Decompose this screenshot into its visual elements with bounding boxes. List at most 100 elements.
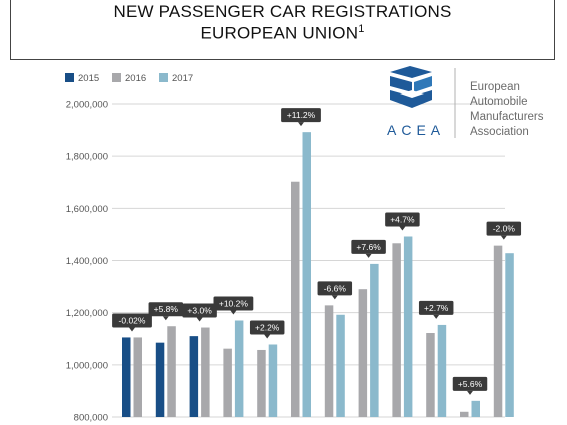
- acea-cube-logo-icon: [390, 66, 456, 138]
- data-label-pointer: [230, 310, 237, 315]
- data-label-pointer: [298, 122, 304, 127]
- bar-2015: [189, 336, 199, 417]
- data-label: +2.7%: [418, 300, 454, 319]
- footnote-mark: 1: [358, 23, 365, 35]
- y-tick-label: 1,600,000: [66, 204, 108, 215]
- data-label-pointer: [129, 327, 135, 332]
- data-label: +5.6%: [452, 376, 488, 395]
- data-label-box: [213, 296, 254, 311]
- bar-2016: [201, 327, 210, 417]
- data-label-pointer: [162, 316, 169, 321]
- data-label-box: [148, 302, 184, 317]
- data-label-text: +7.6%: [356, 242, 381, 252]
- bar-2016: [426, 333, 435, 417]
- acea-name: European Automobile Manufacturers Associ…: [470, 80, 544, 140]
- bar-2017: [370, 263, 379, 417]
- data-label-box: [317, 281, 353, 296]
- data-label-box: [182, 303, 217, 318]
- bar-2016: [493, 245, 503, 417]
- data-label: -6.6%: [317, 281, 353, 300]
- data-label-text: +2.2%: [255, 322, 280, 332]
- data-label-pointer: [500, 235, 507, 240]
- chart-title-box: NEW PASSENGER CAR REGISTRATIONS EUROPEAN…: [10, 0, 555, 60]
- legend-label-2015: 2015: [78, 73, 99, 84]
- data-label-text: +5.6%: [458, 379, 483, 389]
- bar-2017: [471, 400, 480, 417]
- data-label-box: [281, 108, 321, 123]
- bars-layer: [122, 132, 514, 418]
- data-label: +4.7%: [385, 212, 420, 231]
- acea-name-line-2: Automobile: [470, 96, 528, 108]
- data-label-text: +10.2%: [219, 298, 249, 308]
- data-label-box: [351, 239, 386, 254]
- data-label-box: [112, 313, 152, 328]
- chart-title-line-2: EUROPEAN UNION1: [11, 23, 554, 44]
- acea-acronym: ACEA: [387, 122, 446, 138]
- bar-2016: [358, 289, 368, 417]
- y-tick-label: 1,400,000: [66, 256, 108, 267]
- legend-label-2017: 2017: [172, 73, 193, 84]
- data-label: +3.0%: [182, 303, 217, 322]
- data-label-text: +11.2%: [287, 110, 316, 120]
- data-label-text: -2.0%: [493, 224, 516, 234]
- data-label-box: [452, 376, 488, 391]
- data-label-pointer: [433, 314, 440, 319]
- data-label-pointer: [365, 253, 372, 258]
- y-tick-label: 800,000: [74, 413, 108, 424]
- data-label: +11.2%: [281, 108, 321, 127]
- bar-2017: [268, 344, 278, 417]
- data-label-text: -6.6%: [324, 283, 347, 293]
- data-label: +10.2%: [213, 296, 254, 315]
- legend-label-2016: 2016: [125, 73, 146, 84]
- bar-2016: [460, 411, 469, 417]
- data-label-pointer: [331, 295, 338, 300]
- bar-2016: [291, 181, 300, 417]
- legend-swatch-2017: [159, 73, 168, 82]
- chart-title-line-1: NEW PASSENGER CAR REGISTRATIONS: [113, 2, 452, 21]
- legend-swatch-2015: [65, 73, 74, 82]
- data-label-box: [418, 300, 454, 315]
- legend-swatch-2016: [112, 73, 121, 82]
- bar-2016: [167, 326, 176, 417]
- bar-2015: [155, 342, 165, 417]
- data-label-box: [249, 320, 285, 335]
- bar-2017: [302, 132, 311, 418]
- data-label: -0.02%: [112, 313, 152, 332]
- bar-2017: [437, 324, 447, 417]
- data-label-text: -0.02%: [119, 315, 146, 325]
- data-label: -2.0%: [486, 221, 522, 240]
- y-tick-label: 2,000,000: [66, 100, 108, 111]
- acea-name-line-4: Association: [470, 126, 529, 138]
- y-tick-label: 1,000,000: [66, 360, 108, 371]
- acea-name-line-1: European: [470, 81, 520, 93]
- bar-2017: [336, 314, 345, 417]
- data-label-pointer: [467, 390, 473, 395]
- data-label-pointer: [264, 334, 271, 339]
- data-label-pointer: [399, 226, 406, 231]
- chart-title-line-2-text: EUROPEAN UNION: [200, 23, 359, 43]
- data-label-text: +4.7%: [390, 215, 415, 225]
- bar-2015: [122, 337, 131, 417]
- legend: 2015 2016 2017: [65, 73, 193, 84]
- data-label: +2.2%: [249, 320, 285, 339]
- bar-2016: [257, 349, 266, 417]
- data-label: +5.8%: [148, 302, 184, 321]
- y-tick-label: 1,200,000: [66, 308, 108, 319]
- data-label-box: [385, 212, 420, 227]
- bar-2017: [403, 236, 413, 417]
- bar-2016: [392, 243, 401, 417]
- data-label: +7.6%: [351, 239, 386, 258]
- bar-2017: [234, 320, 244, 417]
- bar-2016: [324, 305, 334, 417]
- data-label-text: +3.0%: [187, 306, 212, 316]
- bar-2016: [223, 348, 232, 417]
- bar-2017: [505, 253, 514, 417]
- data-label-box: [486, 221, 522, 236]
- data-labels-layer: -0.02% +5.8% +3.0% +10.2% +2.2% +11.2% -6.6% +7…: [112, 108, 522, 395]
- data-label-text: +2.7%: [424, 303, 449, 313]
- data-label-pointer: [196, 317, 203, 322]
- y-tick-label: 1,800,000: [66, 152, 108, 163]
- bar-2016: [133, 337, 142, 417]
- data-label-text: +5.8%: [154, 304, 179, 314]
